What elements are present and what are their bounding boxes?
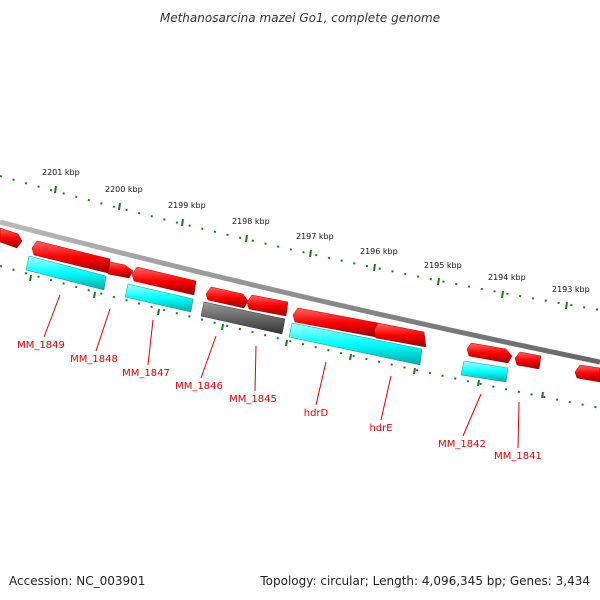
gene-arrow[interactable] — [288, 322, 423, 366]
gene-arrow[interactable] — [460, 360, 509, 383]
gene-arrow[interactable] — [574, 364, 600, 383]
gene-label[interactable]: hdrD — [304, 408, 329, 419]
gene-arrow[interactable] — [107, 261, 134, 279]
gene-label[interactable]: MM_1846 — [175, 381, 223, 392]
forward-genes — [0, 227, 600, 383]
scale-label: 2196 kbp — [360, 247, 398, 256]
scale-ticks-inner — [29, 274, 544, 399]
scale-label: 2201 kbp — [42, 168, 80, 177]
gene-arrow[interactable] — [246, 294, 289, 317]
scale-label: 2200 kbp — [105, 185, 143, 194]
gene-labels: MM_1849 MM_1848 MM_1847 MM_1846 MM_1845 … — [17, 340, 542, 462]
gene-label[interactable]: MM_1849 — [17, 340, 65, 351]
scale-label: 2197 kbp — [296, 232, 334, 241]
gene-arrow[interactable] — [25, 255, 107, 291]
topology-text: Topology: circular; Length: 4,096,345 bp… — [260, 574, 590, 588]
scale-labels: 2201 kbp 2200 kbp 2199 kbp 2198 kbp 2197… — [42, 168, 590, 294]
scale-label: 2198 kbp — [232, 217, 270, 226]
gene-label[interactable]: hdrE — [369, 423, 392, 434]
gene-label[interactable]: MM_1841 — [494, 451, 542, 462]
scale-label: 2194 kbp — [488, 273, 526, 282]
gene-arrow[interactable] — [31, 240, 111, 274]
gene-label[interactable]: MM_1845 — [229, 394, 277, 405]
scale-label: 2193 kbp — [552, 285, 590, 294]
scale-ticks-outer — [54, 185, 568, 310]
reverse-genes — [25, 255, 509, 383]
gene-arrow[interactable] — [0, 227, 23, 249]
gene-label[interactable]: MM_1848 — [70, 354, 118, 365]
gene-arrow[interactable] — [373, 322, 427, 348]
gene-arrow-other[interactable] — [200, 301, 286, 335]
gene-arrow[interactable] — [514, 351, 542, 370]
gene-arrow[interactable] — [131, 266, 197, 296]
scale-label: 2195 kbp — [424, 261, 462, 270]
label-leaders — [43, 294, 520, 449]
accession-text: Accession: NC_003901 — [9, 574, 146, 588]
gene-arrow[interactable] — [466, 342, 513, 364]
gene-label[interactable]: MM_1842 — [438, 439, 486, 450]
gene-arrow[interactable] — [124, 283, 194, 313]
gene-label[interactable]: MM_1847 — [122, 368, 170, 379]
genome-backbone — [0, 219, 600, 365]
map-title: Methanosarcina mazei Go1, complete genom… — [160, 11, 440, 25]
scale-label: 2199 kbp — [168, 201, 206, 210]
